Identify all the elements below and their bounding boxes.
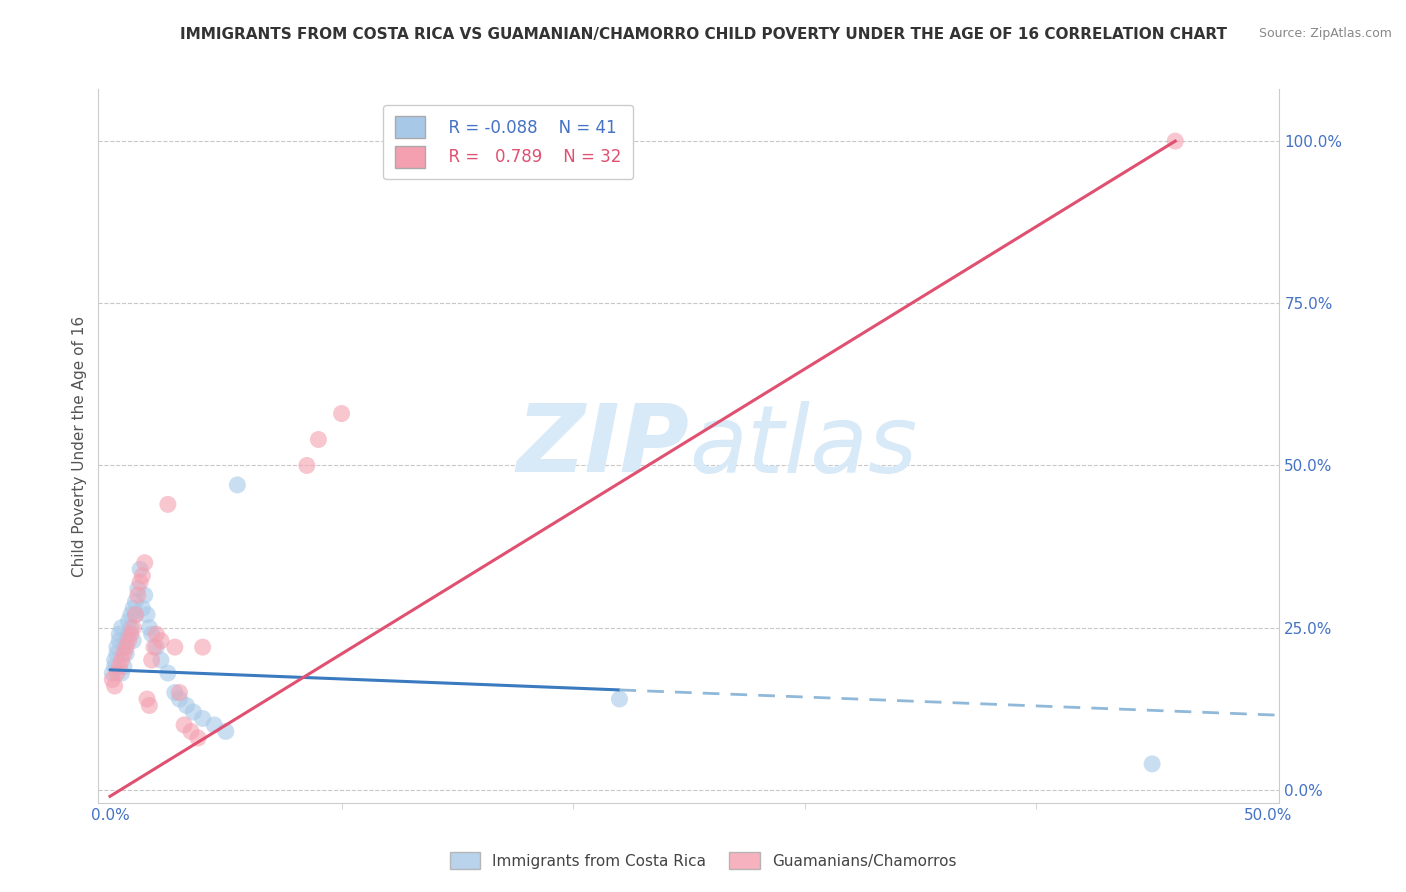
Point	[1140, 756, 1163, 771]
Point	[129, 575, 152, 590]
Point	[1164, 134, 1187, 148]
Point	[330, 407, 353, 421]
Point	[191, 640, 214, 654]
Point	[609, 692, 631, 706]
Point	[127, 588, 149, 602]
Point	[120, 621, 142, 635]
Point	[134, 588, 156, 602]
Point	[104, 679, 127, 693]
Point	[180, 724, 202, 739]
Point	[156, 497, 179, 511]
Y-axis label: Child Poverty Under the Age of 16: Child Poverty Under the Age of 16	[72, 316, 87, 576]
Point	[117, 633, 139, 648]
Text: atlas: atlas	[689, 401, 917, 491]
Point	[202, 718, 225, 732]
Point	[136, 607, 159, 622]
Point	[149, 633, 172, 648]
Point	[191, 711, 214, 725]
Point	[134, 556, 156, 570]
Point	[176, 698, 198, 713]
Point	[110, 621, 132, 635]
Point	[122, 601, 145, 615]
Point	[104, 653, 127, 667]
Point	[108, 659, 131, 673]
Point	[138, 698, 160, 713]
Point	[120, 627, 142, 641]
Point	[187, 731, 209, 745]
Point	[105, 640, 128, 654]
Point	[112, 640, 135, 654]
Point	[122, 621, 145, 635]
Point	[131, 568, 153, 582]
Point	[108, 633, 131, 648]
Point	[169, 685, 191, 699]
Point	[112, 647, 135, 661]
Point	[163, 640, 186, 654]
Point	[104, 659, 127, 673]
Point	[149, 653, 172, 667]
Point	[141, 653, 163, 667]
Legend: Immigrants from Costa Rica, Guamanians/Chamorros: Immigrants from Costa Rica, Guamanians/C…	[443, 846, 963, 875]
Point	[101, 673, 124, 687]
Legend:   R = -0.088    N = 41,   R =   0.789    N = 32: R = -0.088 N = 41, R = 0.789 N = 32	[384, 104, 633, 179]
Point	[108, 627, 131, 641]
Text: IMMIGRANTS FROM COSTA RICA VS GUAMANIAN/CHAMORRO CHILD POVERTY UNDER THE AGE OF : IMMIGRANTS FROM COSTA RICA VS GUAMANIAN/…	[180, 27, 1226, 42]
Point	[215, 724, 238, 739]
Point	[117, 627, 139, 641]
Point	[295, 458, 318, 473]
Point	[110, 666, 132, 681]
Point	[122, 633, 145, 648]
Point	[127, 582, 149, 596]
Point	[124, 607, 146, 622]
Point	[183, 705, 205, 719]
Point	[117, 614, 139, 628]
Text: Source: ZipAtlas.com: Source: ZipAtlas.com	[1258, 27, 1392, 40]
Point	[138, 621, 160, 635]
Point	[101, 666, 124, 681]
Point	[110, 653, 132, 667]
Point	[136, 692, 159, 706]
Point	[115, 640, 138, 654]
Point	[226, 478, 249, 492]
Point	[145, 627, 167, 641]
Text: ZIP: ZIP	[516, 400, 689, 492]
Point	[156, 666, 179, 681]
Point	[112, 659, 135, 673]
Point	[129, 562, 152, 576]
Point	[131, 601, 153, 615]
Point	[163, 685, 186, 699]
Point	[105, 666, 128, 681]
Point	[124, 607, 146, 622]
Point	[307, 433, 329, 447]
Point	[173, 718, 195, 732]
Point	[141, 627, 163, 641]
Point	[115, 633, 138, 648]
Point	[105, 647, 128, 661]
Point	[124, 595, 146, 609]
Point	[143, 640, 166, 654]
Point	[115, 647, 138, 661]
Point	[145, 640, 167, 654]
Point	[120, 607, 142, 622]
Point	[169, 692, 191, 706]
